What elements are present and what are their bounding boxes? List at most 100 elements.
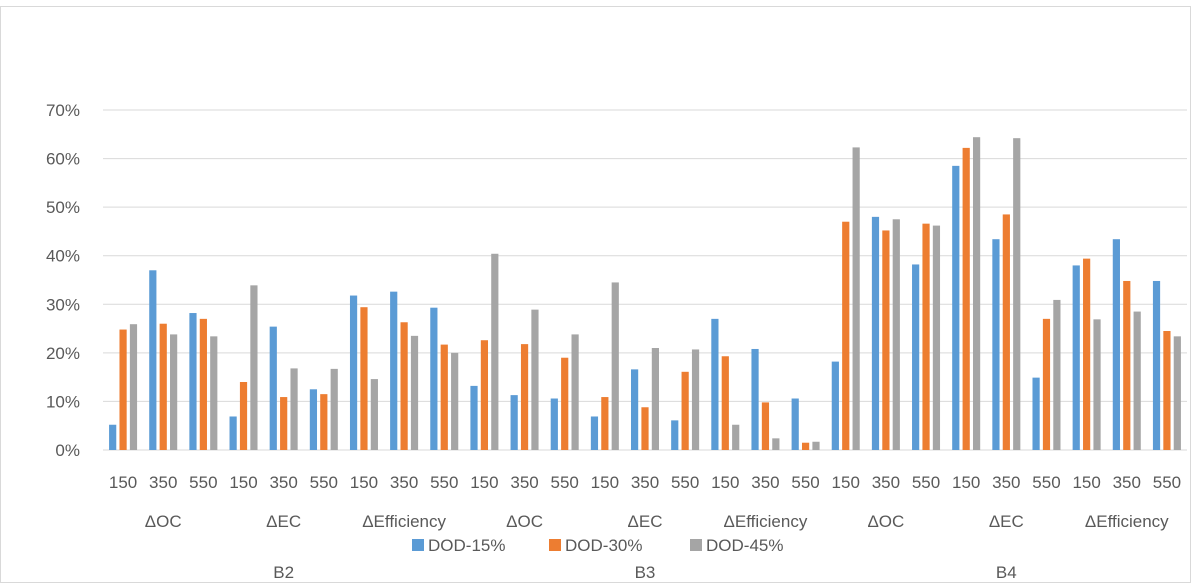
bar <box>1053 299 1061 450</box>
x-tick-label: 350 <box>751 473 779 492</box>
bar <box>239 382 248 450</box>
bar <box>390 291 398 450</box>
bar <box>561 357 569 450</box>
bar <box>992 239 1000 450</box>
bar <box>1123 280 1131 450</box>
bar <box>631 369 639 450</box>
metric-label: ΔEfficiency <box>1085 512 1169 531</box>
chart-border <box>0 6 1191 583</box>
bar <box>189 313 197 450</box>
bar <box>370 379 378 450</box>
metric-label: ΔOC <box>506 512 543 531</box>
legend-swatch <box>549 539 561 551</box>
metric-label: ΔOC <box>145 512 182 531</box>
bar <box>550 398 558 450</box>
x-tick-label: 150 <box>350 473 378 492</box>
x-tick-label: 350 <box>510 473 538 492</box>
x-tick-label: 550 <box>310 473 338 492</box>
bar <box>711 318 719 450</box>
bar <box>1163 331 1171 450</box>
bar <box>1112 239 1120 450</box>
bar <box>831 361 839 450</box>
bar <box>772 438 780 450</box>
y-tick-label: 0% <box>55 441 80 460</box>
bar <box>571 334 579 450</box>
bar <box>229 416 237 450</box>
x-tick-label: 150 <box>229 473 257 492</box>
bar <box>430 307 438 450</box>
bar <box>671 420 679 450</box>
group-label: B2 <box>273 563 294 582</box>
bar <box>400 322 408 450</box>
bar <box>751 348 759 450</box>
bar <box>812 441 820 450</box>
bar <box>681 371 689 450</box>
bar <box>109 424 117 450</box>
bar <box>912 264 920 450</box>
metric-label: ΔOC <box>867 512 904 531</box>
bar <box>1083 258 1091 450</box>
bar <box>330 368 338 450</box>
bar <box>1032 377 1040 450</box>
x-tick-label: 150 <box>832 473 860 492</box>
bar <box>210 336 218 450</box>
bar <box>451 352 459 450</box>
bar <box>410 335 419 450</box>
legend-label: DOD-30% <box>565 536 642 555</box>
x-tick-label: 550 <box>551 473 579 492</box>
metric-label: ΔEfficiency <box>362 512 446 531</box>
bar <box>601 397 609 450</box>
bar <box>531 309 539 450</box>
bar <box>280 397 288 450</box>
x-tick-label: 350 <box>1113 473 1141 492</box>
x-tick-label: 550 <box>1153 473 1181 492</box>
bar <box>520 344 529 450</box>
bar <box>791 398 799 450</box>
x-tick-label: 350 <box>631 473 659 492</box>
bar <box>932 225 941 450</box>
metric-label: ΔEC <box>266 512 301 531</box>
legend-swatch <box>690 539 702 551</box>
y-tick-label: 20% <box>46 344 80 363</box>
metric-label: ΔEfficiency <box>724 512 808 531</box>
bar <box>842 221 850 450</box>
metric-label: ΔEC <box>989 512 1024 531</box>
bar <box>962 147 970 450</box>
bar <box>149 270 157 450</box>
bar <box>732 424 740 450</box>
x-tick-label: 150 <box>1072 473 1100 492</box>
bar <box>1093 319 1101 450</box>
bar <box>1133 311 1141 450</box>
bar <box>892 219 900 450</box>
bar <box>491 253 499 450</box>
legend-label: DOD-45% <box>706 536 783 555</box>
bar <box>882 230 890 450</box>
bar <box>360 307 368 450</box>
bar <box>761 402 770 450</box>
bar <box>1173 336 1181 450</box>
bar <box>440 344 448 450</box>
group-label: B3 <box>635 563 656 582</box>
bar <box>852 147 860 450</box>
bar <box>922 223 930 450</box>
x-tick-label: 350 <box>872 473 900 492</box>
x-tick-label: 550 <box>189 473 217 492</box>
bar <box>721 356 729 450</box>
bar <box>611 282 619 450</box>
x-tick-label: 150 <box>591 473 619 492</box>
legend-label: DOD-15% <box>428 536 505 555</box>
x-tick-label: 350 <box>992 473 1020 492</box>
bar <box>480 340 489 450</box>
bar <box>510 395 518 450</box>
bar <box>129 324 138 450</box>
group-label: B4 <box>996 563 1017 582</box>
x-tick-label: 150 <box>109 473 137 492</box>
x-tick-label: 350 <box>269 473 297 492</box>
bar <box>349 295 358 450</box>
y-tick-label: 30% <box>46 295 80 314</box>
bar <box>290 368 298 450</box>
bar <box>590 416 599 450</box>
y-tick-label: 10% <box>46 392 80 411</box>
bar <box>199 318 207 450</box>
